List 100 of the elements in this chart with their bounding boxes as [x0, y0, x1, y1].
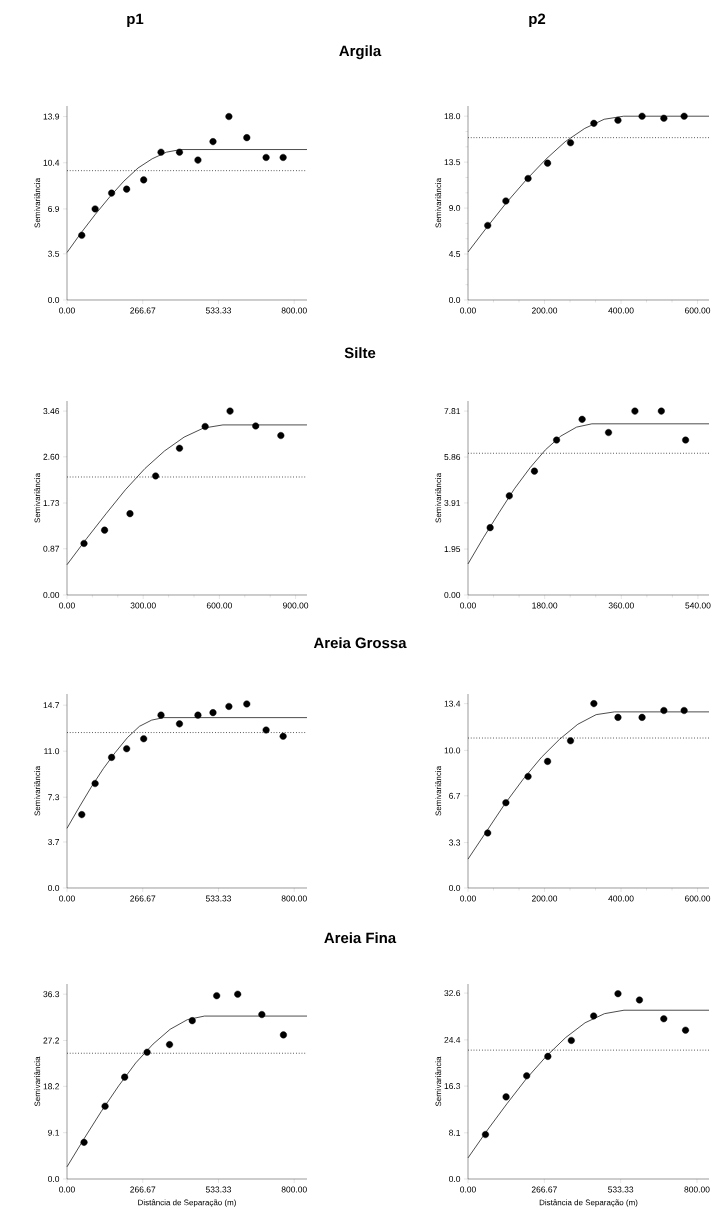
text: Silte	[344, 347, 376, 359]
point	[123, 745, 131, 753]
point	[484, 221, 492, 229]
point	[262, 726, 270, 734]
x-tick-label: 600.00	[206, 602, 232, 609]
point	[484, 829, 492, 837]
x-tick-label: 180.00	[532, 602, 558, 609]
point	[680, 112, 688, 120]
point	[279, 732, 287, 740]
point	[567, 737, 575, 745]
point	[523, 1072, 531, 1080]
point	[176, 444, 184, 452]
point	[682, 436, 690, 444]
y-tick-label: 36.3	[43, 991, 60, 998]
point	[201, 423, 209, 430]
point	[258, 1011, 266, 1019]
x-tick-label: 0.00	[59, 307, 75, 314]
point	[80, 539, 88, 547]
point	[194, 711, 202, 719]
y-tick-label: 3.5	[48, 250, 60, 257]
point	[544, 757, 552, 765]
point	[108, 189, 116, 197]
point	[91, 780, 99, 788]
x-tick-label: 266.67	[531, 1186, 557, 1193]
y-tick-label: 0.0	[449, 1176, 461, 1182]
point	[262, 153, 270, 161]
point	[78, 811, 86, 819]
y-tick-label: 10.0	[444, 747, 461, 754]
point	[175, 148, 183, 156]
point	[225, 113, 233, 121]
x-tick-label: 600.00	[685, 307, 711, 314]
point	[680, 707, 688, 714]
point	[209, 709, 217, 717]
y-tick-label: 24.4	[444, 1036, 461, 1043]
point	[481, 1131, 489, 1139]
point	[213, 992, 221, 1000]
point	[502, 799, 510, 807]
point	[225, 702, 233, 710]
point	[660, 707, 668, 714]
y-tick-label: 27.2	[43, 1037, 60, 1044]
y-tick-label: 18.0	[444, 113, 461, 120]
point	[631, 407, 639, 415]
point	[635, 996, 643, 1004]
point	[590, 119, 598, 127]
point	[614, 713, 622, 721]
point	[578, 415, 586, 423]
point	[166, 1041, 174, 1049]
point	[614, 990, 622, 998]
y-tick-label: 0.00	[444, 592, 461, 598]
y-tick-label: 3.3	[449, 839, 461, 846]
point	[121, 1073, 129, 1081]
y-tick-label: 16.3	[444, 1083, 461, 1090]
point	[80, 1138, 88, 1146]
x-tick-label: 800.00	[281, 307, 307, 314]
text: p2	[529, 13, 546, 28]
x-tick-label: 200.00	[531, 307, 558, 314]
x-tick-label: 360.00	[608, 602, 634, 609]
y-tick-label: 14.7	[43, 702, 60, 709]
y-tick-label: 9.1	[48, 1129, 60, 1136]
point	[657, 407, 665, 415]
point	[567, 139, 575, 147]
point	[567, 1036, 575, 1044]
y-tick-label: 0.0	[48, 297, 60, 303]
text: Areia Grossa	[313, 637, 407, 649]
point	[638, 713, 646, 721]
y-tick-label: 0.0	[48, 1176, 60, 1182]
point	[590, 1012, 598, 1020]
point	[140, 176, 148, 184]
point	[143, 1048, 151, 1056]
x-tick-label: 0.00	[460, 895, 476, 902]
y-tick-label: 3.46	[43, 408, 60, 415]
y-tick-label: 0.0	[449, 297, 461, 303]
point	[123, 185, 131, 193]
point	[108, 753, 116, 761]
point	[209, 138, 217, 146]
point	[682, 1026, 690, 1034]
y-tick-label: 18.2	[43, 1083, 60, 1090]
y-tick-label: 10.4	[43, 159, 60, 166]
point	[530, 467, 538, 475]
y-tick-label: 5.86	[444, 454, 461, 461]
y-tick-label: 4.5	[448, 251, 461, 257]
x-tick-label: 800.00	[281, 1186, 307, 1193]
y-tick-label: 13.9	[43, 113, 60, 120]
point	[91, 205, 99, 213]
point	[660, 114, 668, 122]
point	[226, 407, 234, 415]
y-tick-label: 1.73	[43, 500, 60, 507]
text: Areia Fina	[324, 932, 397, 944]
point	[605, 429, 613, 437]
y-tick-label: 6.9	[48, 205, 60, 212]
point	[524, 174, 532, 182]
y-tick-label: 0.0	[48, 885, 60, 891]
x-tick-label: 400.00	[608, 895, 634, 902]
x-tick-label: 800.00	[684, 1186, 710, 1193]
point	[175, 720, 183, 728]
y-tick-label: 0.87	[43, 545, 60, 552]
x-tick-label: 400.00	[608, 307, 634, 314]
point	[590, 700, 598, 708]
point	[614, 116, 622, 124]
point	[140, 735, 148, 743]
